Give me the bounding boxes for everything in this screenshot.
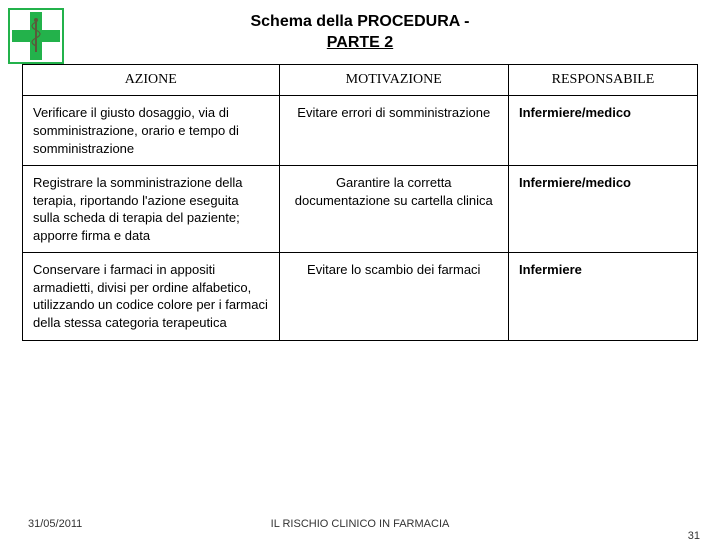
pharmacy-logo: [8, 8, 64, 64]
cell-motivazione: Garantire la corretta documentazione su …: [279, 166, 509, 253]
table-row: Registrare la somministrazione della ter…: [23, 166, 698, 253]
page-title: Schema della PROCEDURA - PARTE 2: [0, 0, 720, 54]
cell-azione: Conservare i farmaci in appositi armadie…: [23, 253, 280, 340]
footer-date: 31/05/2011: [28, 518, 82, 530]
footer-page-number: 31: [688, 530, 700, 542]
footer-title: IL RISCHIO CLINICO IN FARMACIA: [0, 518, 720, 530]
title-line-1: Schema della PROCEDURA -: [250, 13, 469, 30]
title-line-2: PARTE 2: [327, 34, 393, 51]
cell-responsabile: Infermiere: [509, 253, 698, 340]
cell-azione: Verificare il giusto dosaggio, via di so…: [23, 96, 280, 166]
slide-footer: 31/05/2011 IL RISCHIO CLINICO IN FARMACI…: [0, 518, 720, 530]
procedure-table-container: AZIONE MOTIVAZIONE RESPONSABILE Verifica…: [0, 54, 720, 341]
table-row: Verificare il giusto dosaggio, via di so…: [23, 96, 698, 166]
procedure-table: AZIONE MOTIVAZIONE RESPONSABILE Verifica…: [22, 64, 698, 341]
cell-azione: Registrare la somministrazione della ter…: [23, 166, 280, 253]
table-header-row: AZIONE MOTIVAZIONE RESPONSABILE: [23, 64, 698, 96]
cell-motivazione: Evitare errori di somministrazione: [279, 96, 509, 166]
col-azione: AZIONE: [23, 64, 280, 96]
cell-responsabile: Infermiere/medico: [509, 166, 698, 253]
cell-responsabile: Infermiere/medico: [509, 96, 698, 166]
col-responsabile: RESPONSABILE: [509, 64, 698, 96]
col-motivazione: MOTIVAZIONE: [279, 64, 509, 96]
table-row: Conservare i farmaci in appositi armadie…: [23, 253, 698, 340]
cell-motivazione: Evitare lo scambio dei farmaci: [279, 253, 509, 340]
